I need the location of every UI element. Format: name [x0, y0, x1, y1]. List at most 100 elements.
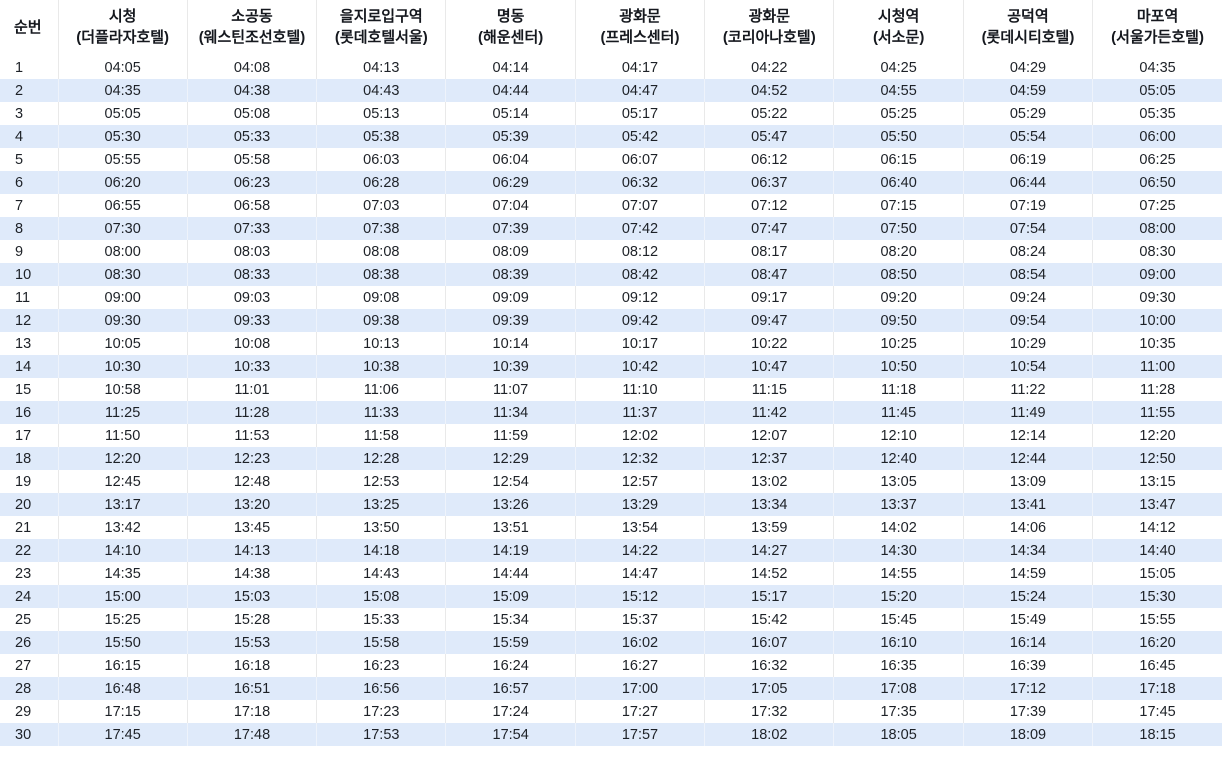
time-cell: 15:59	[445, 631, 576, 654]
time-cell: 14:47	[575, 562, 706, 585]
time-cell: 14:12	[1139, 519, 1176, 536]
time-cell: 10:38	[316, 355, 447, 378]
time-cell: 11:22	[963, 378, 1094, 401]
time-cell: 08:08	[316, 240, 447, 263]
time-cell: 06:50	[1092, 171, 1222, 194]
timetable-row: 23 14:35 14:38 14:43 14:44 14:47 14:52 14:55 14:…	[0, 562, 1222, 585]
time-cell: 11:00	[1092, 355, 1222, 378]
seq-cell: 24	[0, 585, 59, 608]
time-cell: 07:04	[445, 194, 576, 217]
time-cell: 14:18	[316, 539, 447, 562]
time-cell: 07:42	[575, 217, 706, 240]
time-cell: 08:03	[187, 240, 318, 263]
time-cell: 13:59	[704, 516, 835, 539]
timetable-row: 17 11:50 11:53 11:58 11:59 12:02 12:07 12:10 12:…	[0, 424, 1222, 447]
time-cell: 04:59	[963, 79, 1094, 102]
time-cell: 16:27	[575, 654, 706, 677]
time-cell: 06:20	[58, 171, 188, 194]
time-cell: 12:20	[58, 447, 188, 470]
seq-cell: 25	[0, 608, 59, 631]
time-cell: 05:33	[187, 125, 318, 148]
seq-cell: 27	[0, 654, 59, 677]
time-cell: 06:55	[58, 194, 188, 217]
stop-location: (프레스센터)	[600, 29, 680, 46]
timetable-row: 27 16:15 16:18 16:23 16:24 16:27 16:32 16:35 16:…	[0, 654, 1222, 677]
time-cell: 17:54	[445, 723, 576, 746]
time-cell: 05:42	[575, 125, 706, 148]
timetable-row: 22 14:10 14:13 14:18 14:19 14:22 14:27 14:30 14:…	[0, 539, 1222, 562]
time-cell: 10:17	[575, 332, 706, 355]
time-cell: 17:39	[963, 700, 1094, 723]
time-cell: 05:05	[1092, 79, 1222, 102]
time-cell: 14:44	[445, 562, 576, 585]
timetable-row: 14 10:30 10:33 10:38 10:39 10:42 10:47 10:50 10:…	[0, 355, 1222, 378]
timetable-row: 30 17:45 17:48 17:53 17:54 17:57 18:02 18:05 18:…	[0, 723, 1222, 746]
time-cell: 18:15	[1092, 723, 1222, 746]
stop-name: 공덕역	[1007, 8, 1049, 25]
time-cell: 13:50	[316, 516, 447, 539]
seq-cell: 7	[0, 194, 59, 217]
seq-cell: 6	[0, 171, 59, 194]
col-header-stop-2: 소공동 (웨스틴조선호텔)	[187, 0, 318, 56]
timetable-row: 7 06:55 06:58 07:03 07:04 07:07 07:12 07:15 07:1…	[0, 194, 1222, 217]
time-cell: 18:05	[833, 723, 964, 746]
time-cell: 17:00	[575, 677, 706, 700]
time-cell: 10:54	[963, 355, 1094, 378]
time-cell: 14:52	[704, 562, 835, 585]
timetable-row: 18 12:20 12:23 12:28 12:29 12:32 12:37 12:40 12:…	[0, 447, 1222, 470]
time-cell: 06:44	[963, 171, 1094, 194]
col-header-stop-9: 마포역 (서울가든호텔)	[1092, 0, 1222, 56]
time-cell: 15:55	[1139, 611, 1176, 628]
time-cell: 17:08	[833, 677, 964, 700]
seq-cell: 16	[0, 401, 59, 424]
time-cell: 16:24	[445, 654, 576, 677]
time-cell: 17:32	[704, 700, 835, 723]
timetable-head: 순번 시청 (더플라자호텔) 소공동 (웨스틴조선호텔) 을지로입구역 (롯데호텔서울) 명동…	[0, 0, 1222, 56]
time-cell: 05:39	[445, 125, 576, 148]
time-cell: 13:15	[1139, 473, 1176, 490]
time-cell: 14:59	[963, 562, 1094, 585]
time-cell: 17:18	[1092, 677, 1222, 700]
time-cell: 04:44	[445, 79, 576, 102]
time-cell: 07:33	[187, 217, 318, 240]
time-cell: 06:12	[704, 148, 835, 171]
time-cell: 05:47	[704, 125, 835, 148]
time-cell: 13:37	[833, 493, 964, 516]
stop-location: (서소문)	[872, 29, 925, 46]
timetable-row: 19 12:45 12:48 12:53 12:54 12:57 13:02 13:05 13:…	[0, 470, 1222, 493]
time-cell: 04:35	[1139, 59, 1176, 76]
time-cell: 06:40	[833, 171, 964, 194]
time-cell: 15:42	[704, 608, 835, 631]
time-cell: 11:42	[704, 401, 835, 424]
stop-location: (더플라자호텔)	[76, 29, 170, 46]
timetable-row: 21 13:42 13:45 13:50 13:51 13:54 13:59 14:02 14:…	[0, 516, 1222, 539]
time-cell: 16:51	[187, 677, 318, 700]
time-cell: 04:17	[575, 56, 706, 79]
time-cell: 10:00	[1092, 309, 1222, 332]
time-cell: 10:42	[575, 355, 706, 378]
time-cell: 11:49	[963, 401, 1094, 424]
time-cell: 14:27	[704, 539, 835, 562]
seq-cell: 2	[0, 79, 59, 102]
time-cell: 15:03	[187, 585, 318, 608]
time-cell: 17:35	[833, 700, 964, 723]
time-cell: 12:14	[963, 424, 1094, 447]
timetable-row: 8 07:30 07:33 07:38 07:39 07:42 07:47 07:50 07:5…	[0, 217, 1222, 240]
time-cell: 12:45	[58, 470, 188, 493]
time-cell: 17:48	[187, 723, 318, 746]
time-cell: 17:15	[58, 700, 188, 723]
time-cell: 06:04	[445, 148, 576, 171]
timetable-row: 4 05:30 05:33 05:38 05:39 05:42 05:47 05:50 05:5…	[0, 125, 1222, 148]
time-cell: 17:53	[316, 723, 447, 746]
time-cell: 12:44	[963, 447, 1094, 470]
time-cell: 16:14	[963, 631, 1094, 654]
time-cell: 08:42	[575, 263, 706, 286]
timetable-row: 9 08:00 08:03 08:08 08:09 08:12 08:17 08:20 08:2…	[0, 240, 1222, 263]
time-cell: 15:12	[575, 585, 706, 608]
time-cell: 09:54	[963, 309, 1094, 332]
timetable-row: 12 09:30 09:33 09:38 09:39 09:42 09:47 09:50 09:…	[0, 309, 1222, 332]
timetable-row: 16 11:25 11:28 11:33 11:34 11:37 11:42 11:45 11:…	[0, 401, 1222, 424]
time-cell: 17:05	[704, 677, 835, 700]
time-cell: 11:07	[445, 378, 576, 401]
time-cell: 16:20	[1092, 631, 1222, 654]
